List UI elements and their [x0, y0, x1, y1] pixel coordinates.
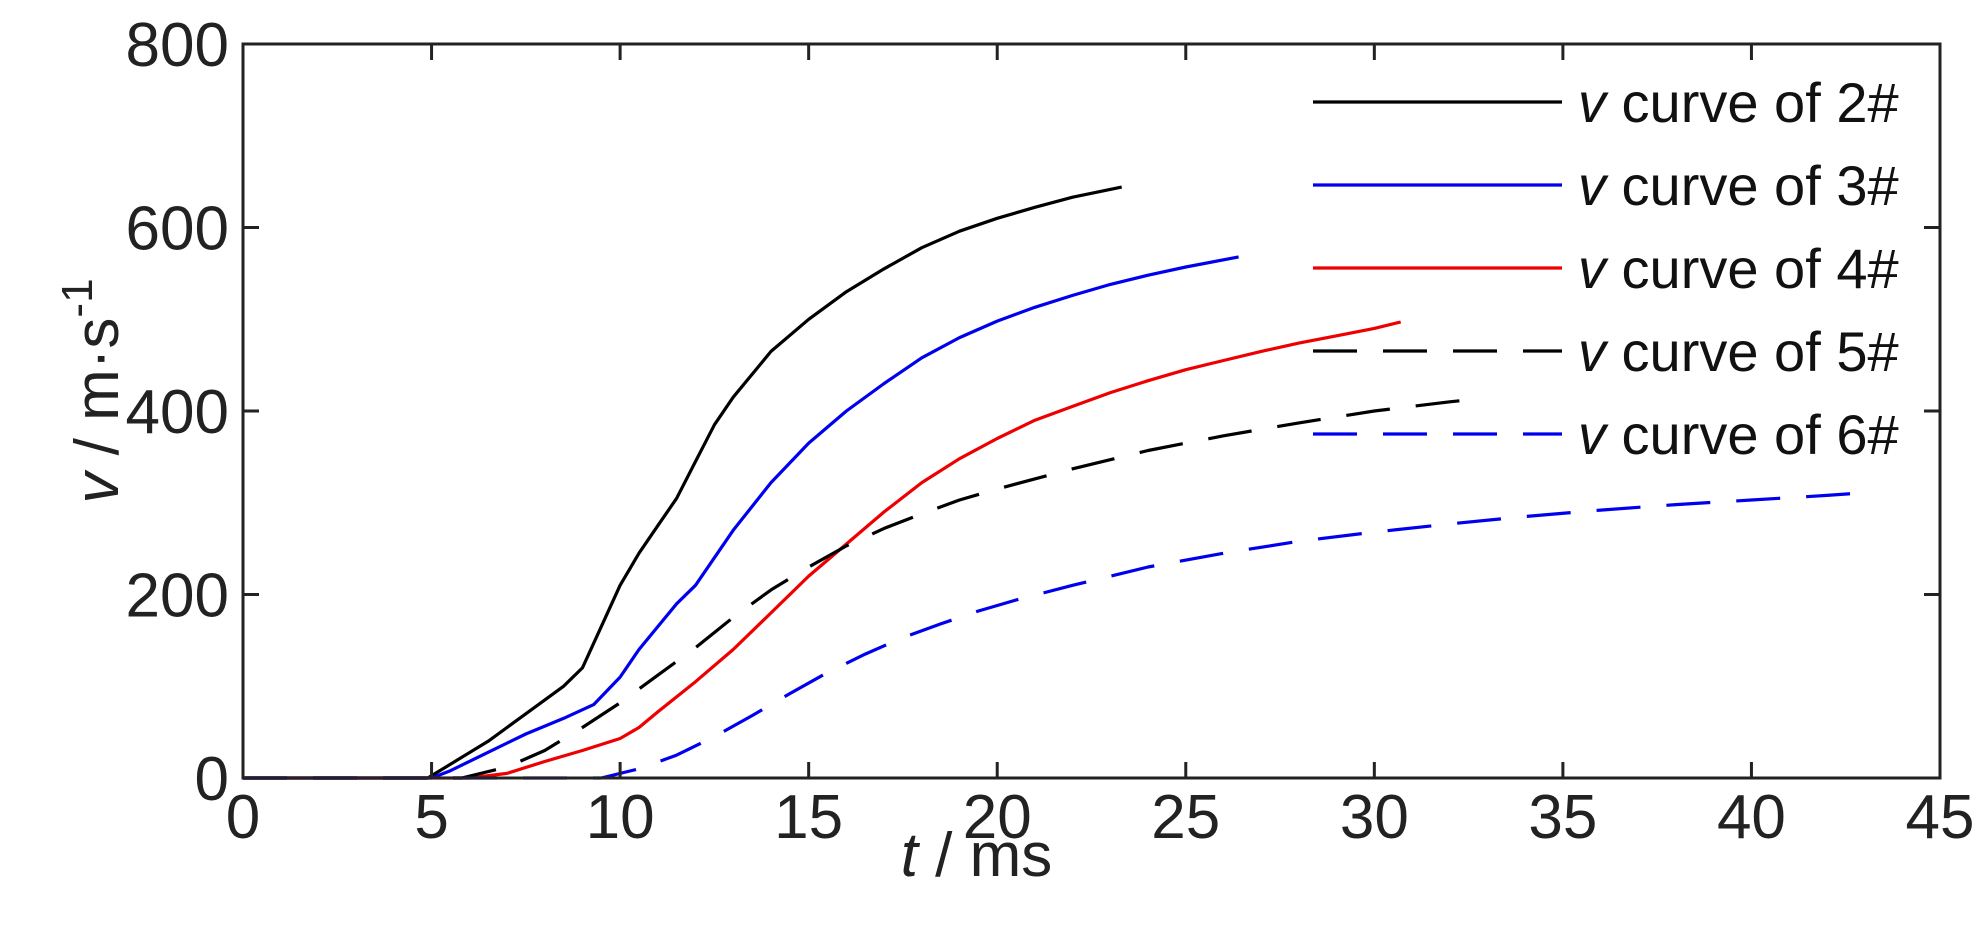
y-tick-label: 0	[195, 745, 229, 814]
legend-label-3: v curve of 3#	[1578, 154, 1899, 217]
x-tick-label: 40	[1717, 783, 1786, 852]
series-line-6	[243, 491, 1865, 780]
legend-label-var: v	[1578, 237, 1609, 300]
plot-area	[243, 185, 1865, 780]
legend: v curve of 2#v curve of 3#v curve of 4#v…	[1313, 71, 1899, 466]
legend-label-var: v	[1578, 154, 1609, 217]
legend-label-2: v curve of 2#	[1578, 71, 1899, 134]
axes: 0 5 10 15 20 25 30 35 40 45 0 200 400 600 800	[126, 11, 1975, 852]
legend-label-text: curve of 5#	[1606, 320, 1899, 383]
x-tick-label: 45	[1906, 783, 1975, 852]
legend-label-var: v	[1578, 320, 1609, 383]
series-line-2	[243, 185, 1123, 780]
y-axis-label-var: v	[63, 470, 132, 504]
y-axis-label-unit: / m·s	[63, 318, 132, 473]
legend-label-var: v	[1578, 71, 1609, 134]
x-tick-label: 25	[1151, 783, 1220, 852]
legend-label-var: v	[1578, 403, 1609, 466]
x-axis-label-unit: / ms	[918, 821, 1052, 890]
y-tick-label: 600	[126, 195, 229, 264]
x-tick-label: 10	[586, 783, 655, 852]
x-tick-label: 15	[774, 783, 843, 852]
series-line-5	[243, 397, 1477, 780]
legend-label-text: curve of 6#	[1606, 403, 1899, 466]
series-line-3	[243, 255, 1239, 780]
legend-label-text: curve of 4#	[1606, 237, 1899, 300]
x-tick-label: 35	[1528, 783, 1597, 852]
y-tick-label: 400	[126, 378, 229, 447]
x-tick-label: 20	[963, 783, 1032, 852]
y-axis-label: v / m·s-1	[53, 278, 132, 503]
series-line-4	[243, 320, 1402, 780]
x-axis-label-var: t	[901, 821, 921, 890]
y-tick-label: 200	[126, 562, 229, 631]
legend-label-text: curve of 3#	[1606, 154, 1899, 217]
x-axis-label: t / ms	[901, 821, 1053, 890]
legend-label-6: v curve of 6#	[1578, 403, 1899, 466]
y-tick-label: 800	[126, 11, 229, 80]
y-axis-label-exponent: -1	[53, 278, 102, 317]
legend-label-5: v curve of 5#	[1578, 320, 1899, 383]
x-tick-label: 5	[414, 783, 448, 852]
legend-label-4: v curve of 4#	[1578, 237, 1899, 300]
x-tick-label: 0	[226, 783, 260, 852]
x-tick-label: 30	[1340, 783, 1409, 852]
legend-label-text: curve of 2#	[1606, 71, 1899, 134]
